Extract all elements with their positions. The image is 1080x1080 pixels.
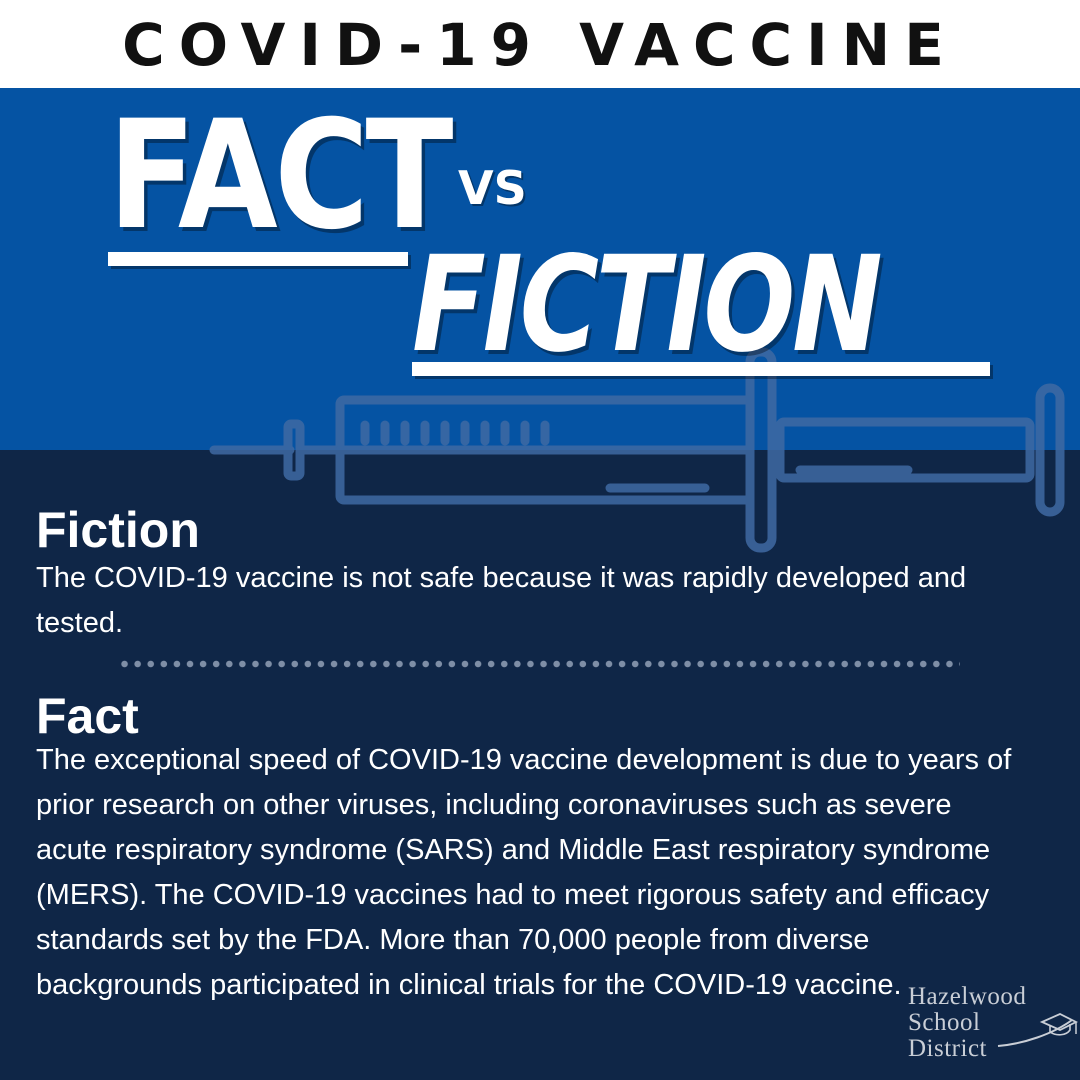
district-logo: Hazelwood School District	[908, 982, 1078, 1064]
logo-line-3: District	[908, 1035, 987, 1062]
fiction-heading: Fiction	[36, 502, 200, 558]
fact-heading: Fact	[36, 688, 139, 744]
hero-band	[0, 88, 1080, 450]
title-bar	[0, 0, 1080, 88]
dotted-divider	[118, 660, 960, 668]
fact-title: FACT	[108, 89, 454, 263]
fiction-text: The COVID-19 vaccine is not safe because…	[36, 562, 967, 639]
fact-underline	[108, 252, 408, 266]
logo-line-1: Hazelwood	[908, 983, 1027, 1010]
vs-label: VS	[458, 161, 527, 215]
logo-line-2: School	[908, 1009, 981, 1036]
page-title: COVID-19 VACCINE	[122, 11, 958, 79]
graduation-cap-icon	[997, 1013, 1078, 1047]
fact-text: The exceptional speed of COVID-19 vaccin…	[36, 744, 1012, 1001]
fiction-title: FICTION	[412, 228, 883, 382]
syringe-icon	[209, 347, 1065, 553]
fiction-underline	[412, 362, 990, 376]
